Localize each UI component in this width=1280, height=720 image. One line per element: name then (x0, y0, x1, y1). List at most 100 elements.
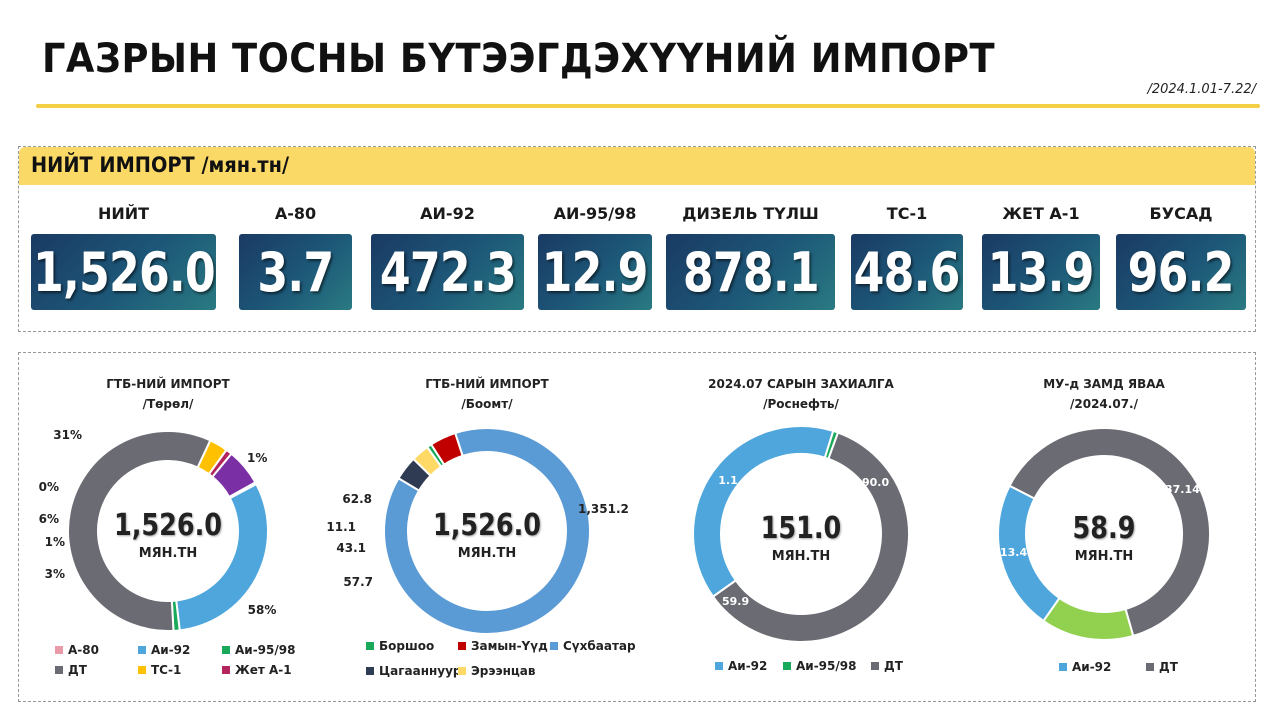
kpi-label-total: НИЙТ (97, 204, 150, 223)
donut-chart-2: ГТБ-НИЙ ИМПОРТ/Боомт/1,351.2 57.7 43.1 11.1… (326, 376, 636, 678)
slice-label: 13.44 (1000, 546, 1035, 559)
legend-swatch (138, 646, 146, 654)
summary-header: НИЙТ ИМПОРТ /мян.тн/ (19, 147, 1255, 185)
legend-swatch (55, 666, 63, 674)
date-range: /2024.1.01-7.22/ (1147, 82, 1256, 97)
donut-slice-ДТ (67, 430, 212, 632)
legend-swatch (715, 662, 723, 670)
donut-chart-1: ГТБ-НИЙ ИМПОРТ/Төрөл/31% 1% 58% 3% 1% 6% 0% 1,5… (39, 376, 296, 677)
slice-label: 1% (45, 535, 65, 549)
slice-label: 43.1 (336, 541, 366, 555)
kpi-label-jet: ЖЕТ А-1 (1002, 204, 1080, 223)
slice-label: 1,351.2 (578, 502, 629, 516)
kpi-tile-diesel: 878.1 (666, 234, 835, 310)
legend-label: Сүхбаатар (563, 639, 636, 653)
page-title: ГАЗРЫН ТОСНЫ БҮТЭЭГДЭХҮҮНИЙ ИМПОРТ (42, 36, 996, 82)
charts-panel (18, 352, 1256, 702)
legend-swatch (55, 646, 63, 654)
legend-swatch (783, 662, 791, 670)
slice-label: 6% (39, 512, 59, 526)
donut-center-value: 151.0 (761, 510, 842, 546)
kpi-label-ai92: АИ-92 (420, 204, 475, 223)
slice-label: 57.7 (343, 575, 373, 589)
legend-swatch (458, 642, 466, 650)
kpi-tile-ts1: 48.6 (851, 234, 963, 310)
chart-subtitle: /2024.07./ (1070, 397, 1139, 411)
kpi-tile-total: 1,526.0 (31, 234, 216, 310)
kpi-value-a80: 3.7 (257, 240, 334, 304)
slice-label: 58% (248, 603, 277, 617)
donut-center-unit: МЯН.ТН (772, 549, 831, 564)
kpi-value-ai95: 12.9 (542, 240, 649, 304)
kpi-tile-a80: 3.7 (239, 234, 352, 310)
kpi-value-other: 96.2 (1128, 240, 1235, 304)
chart-subtitle: /Роснефть/ (763, 397, 839, 411)
kpi-label-ts1: ТС-1 (886, 204, 928, 223)
slice-label: 1% (247, 451, 267, 465)
donut-slice-Замын-Үүд (429, 431, 464, 466)
chart-title: МУ-д ЗАМД ЯВАА (1043, 377, 1165, 391)
kpi-value-diesel: 878.1 (682, 240, 820, 304)
kpi-tile-jet: 13.9 (982, 234, 1100, 310)
title-underline (36, 104, 1260, 108)
legend-swatch (458, 667, 466, 675)
kpi-tile-ai92: 472.3 (371, 234, 524, 310)
donut-center-value: 1,526.0 (114, 507, 222, 543)
legend-label: Замын-Үүд (471, 639, 548, 653)
kpi-value-ai92: 472.3 (379, 240, 517, 304)
legend-label: Жет А-1 (235, 663, 292, 677)
legend-swatch (222, 666, 230, 674)
legend-label: Аи-95/98 (796, 659, 856, 673)
donut-slice-ДТ (1008, 427, 1211, 638)
donut-center-value: 1,526.0 (433, 507, 541, 543)
legend-label: Аи-95/98 (235, 643, 295, 657)
kpi-label-diesel: ДИЗЕЛЬ ТҮЛШ (682, 204, 819, 223)
legend-label: Аи-92 (728, 659, 767, 673)
donut-slice-ДТ (711, 431, 910, 643)
donut-slice-Аи-92 (692, 425, 835, 599)
donut-slice-Аи-92 (996, 484, 1061, 623)
slice-label: 59.9 (722, 595, 749, 608)
legend-swatch (1059, 663, 1067, 671)
donut-chart-3: 2024.07 САРЫН ЗАХИАЛГА/Роснефть/90.0 59.9… (692, 377, 910, 673)
donut-center-unit: МЯН.ТН (139, 546, 198, 561)
slice-label: 31% (53, 428, 82, 442)
legend-label: ДТ (68, 663, 88, 677)
slice-label: 0% (39, 480, 59, 494)
legend-label: Боршоо (379, 639, 434, 653)
slice-label: 11.1 (326, 520, 356, 534)
donut-center-unit: МЯН.ТН (458, 546, 517, 561)
legend-swatch (871, 662, 879, 670)
summary-panel: НИЙТ ИМПОРТ /мян.тн/ (18, 146, 1256, 332)
legend-swatch (550, 642, 558, 650)
chart-subtitle: /Боомт/ (461, 397, 513, 411)
donut-slice-А-80 (227, 481, 258, 500)
donut-slice (1042, 596, 1135, 641)
kpi-tile-ai95: 12.9 (538, 234, 652, 310)
chart-title: 2024.07 САРЫН ЗАХИАЛГА (708, 377, 894, 391)
kpi-label-ai95: АИ-95/98 (553, 204, 637, 223)
kpi-value-jet: 13.9 (988, 240, 1095, 304)
kpi-label-a80: А-80 (274, 204, 317, 223)
legend-label: Аи-92 (1072, 660, 1111, 674)
legend-label: ДТ (1159, 660, 1179, 674)
donut-slice-Сүхбаатар (383, 427, 591, 635)
slice-label: 1.1 (718, 474, 738, 487)
legend-label: ДТ (884, 659, 904, 673)
summary-title: НИЙТ ИМПОРТ /мян.тн/ (31, 153, 290, 177)
donut-center-value: 58.9 (1073, 510, 1136, 546)
slice-label: 3% (45, 567, 65, 581)
legend-label: Эрээнцав (471, 664, 536, 678)
kpi-value-ts1: 48.6 (854, 240, 961, 304)
legend-swatch (1146, 663, 1154, 671)
chart-title: ГТБ-НИЙ ИМПОРТ (106, 376, 230, 391)
chart-subtitle: /Төрөл/ (143, 397, 194, 411)
legend-label: А-80 (68, 643, 99, 657)
donut-chart-4: МУ-д ЗАМД ЯВАА/2024.07./ 37.14 13.44 58.9 МЯ… (996, 377, 1211, 674)
donut-slice-Аи-95/98 (823, 429, 840, 461)
slice-label: 37.14 (1165, 483, 1200, 496)
legend-label: Цагааннуур (379, 664, 462, 678)
kpi-label-other: БУСАД (1149, 204, 1213, 223)
legend-swatch (222, 646, 230, 654)
